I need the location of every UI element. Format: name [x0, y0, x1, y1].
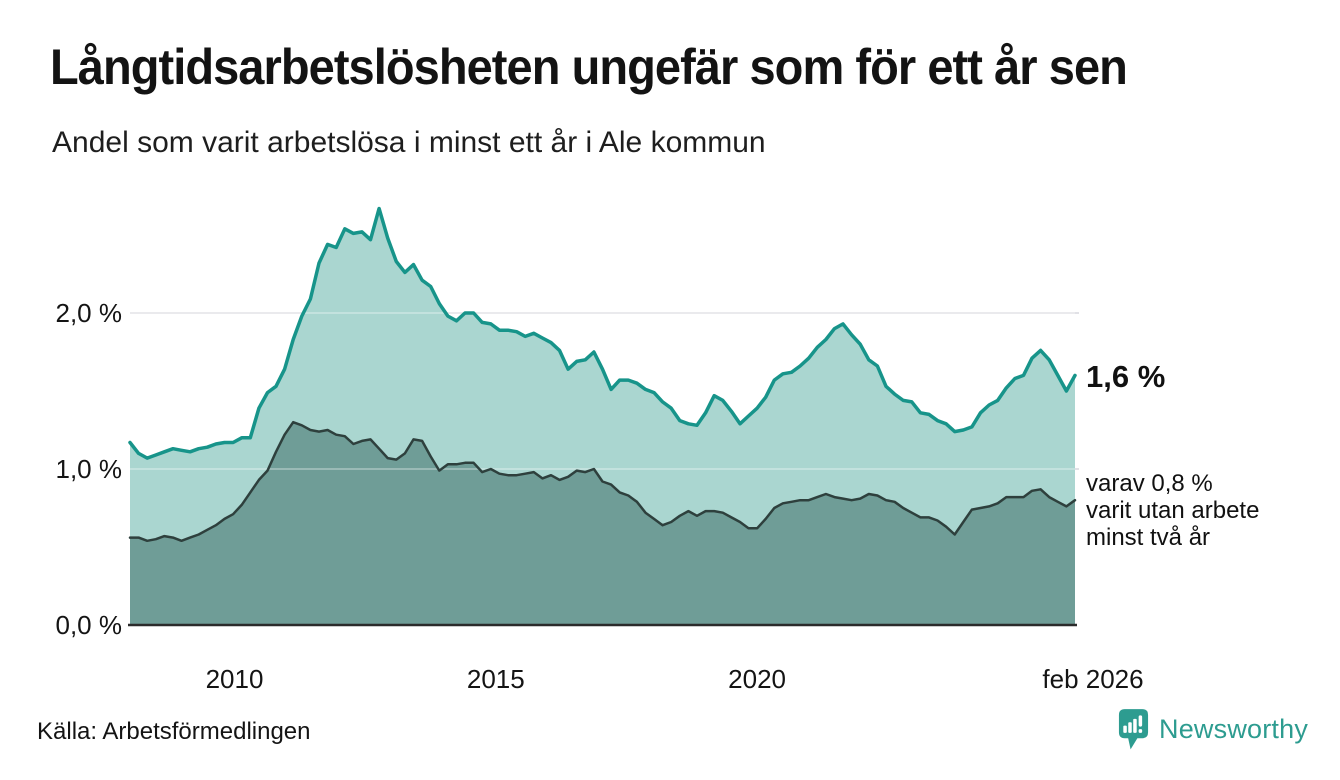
x-tick-label: 2020: [728, 664, 786, 694]
logo-bar-3: [1133, 718, 1137, 733]
chart-subtitle: Andel som varit arbetslösa i minst ett å…: [52, 126, 766, 159]
newsworthy-icon: [1118, 709, 1149, 750]
logo-bar-2: [1128, 722, 1132, 733]
x-tick-label: 2010: [206, 664, 264, 694]
y-tick-label: 0,0 %: [56, 610, 123, 640]
newsworthy-wordmark: Newsworthy: [1159, 714, 1309, 744]
y-tick-label: 1,0 %: [56, 454, 123, 484]
secondary-value-line-3: minst två år: [1086, 524, 1211, 551]
line-minst-ett-ar: [128, 206, 1077, 460]
source-note: Källa: Arbetsförmedlingen: [37, 718, 311, 745]
logo-exclamation-bar: [1138, 715, 1143, 727]
x-tick-label: 2015: [467, 664, 525, 694]
page-title: Långtidsarbetslösheten ungefär som för e…: [50, 39, 1128, 95]
y-tick-label: 2,0 %: [56, 298, 123, 328]
line-minst-tva-ar: [128, 420, 1077, 543]
logo-bar-1: [1123, 725, 1127, 733]
latest-value-label: 1,6 %: [1086, 359, 1166, 394]
secondary-value-line-1: varav 0,8 %: [1086, 470, 1213, 497]
newsworthy-logo: Newsworthy: [1117, 707, 1308, 752]
secondary-value-line-2: varit utan arbete: [1086, 497, 1260, 524]
x-tick-label: feb 2026: [1042, 664, 1143, 694]
logo-exclamation-dot: [1138, 729, 1143, 733]
area-minst-tva-ar: [130, 422, 1075, 625]
secondary-value-label: varav 0,8 % varit utan arbete minst två …: [1086, 470, 1259, 551]
